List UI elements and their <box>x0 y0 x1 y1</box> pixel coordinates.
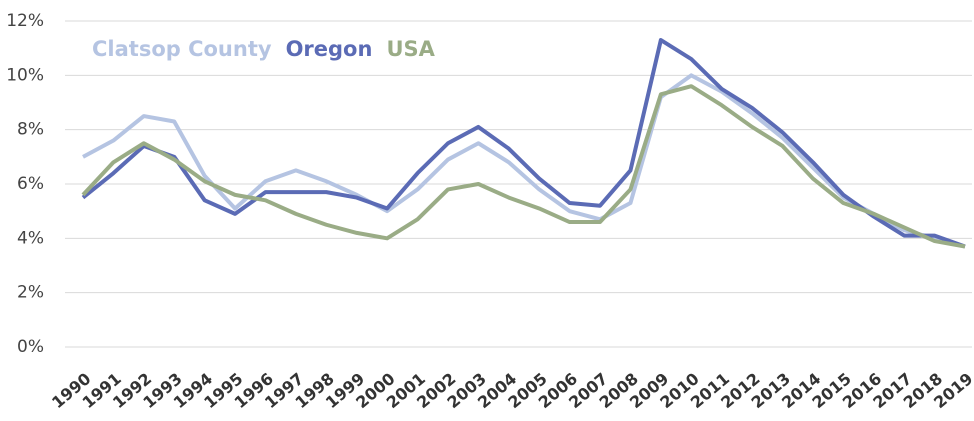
y-tick-label: 10% <box>6 65 44 85</box>
y-tick-label: 12% <box>6 11 44 31</box>
y-tick-label: 2% <box>17 283 44 303</box>
line-series <box>82 73 966 249</box>
y-tick-label: 0% <box>17 337 44 357</box>
line-series <box>81 38 966 249</box>
legend-entry: Oregon <box>286 37 373 61</box>
legend-entry: USA <box>386 37 435 61</box>
line-series <box>81 84 966 249</box>
y-tick-label: 6% <box>17 174 44 194</box>
legend-entry: Clatsop County <box>92 37 272 61</box>
y-tick-label: 4% <box>17 228 44 248</box>
y-tick-label: 8% <box>17 120 44 140</box>
